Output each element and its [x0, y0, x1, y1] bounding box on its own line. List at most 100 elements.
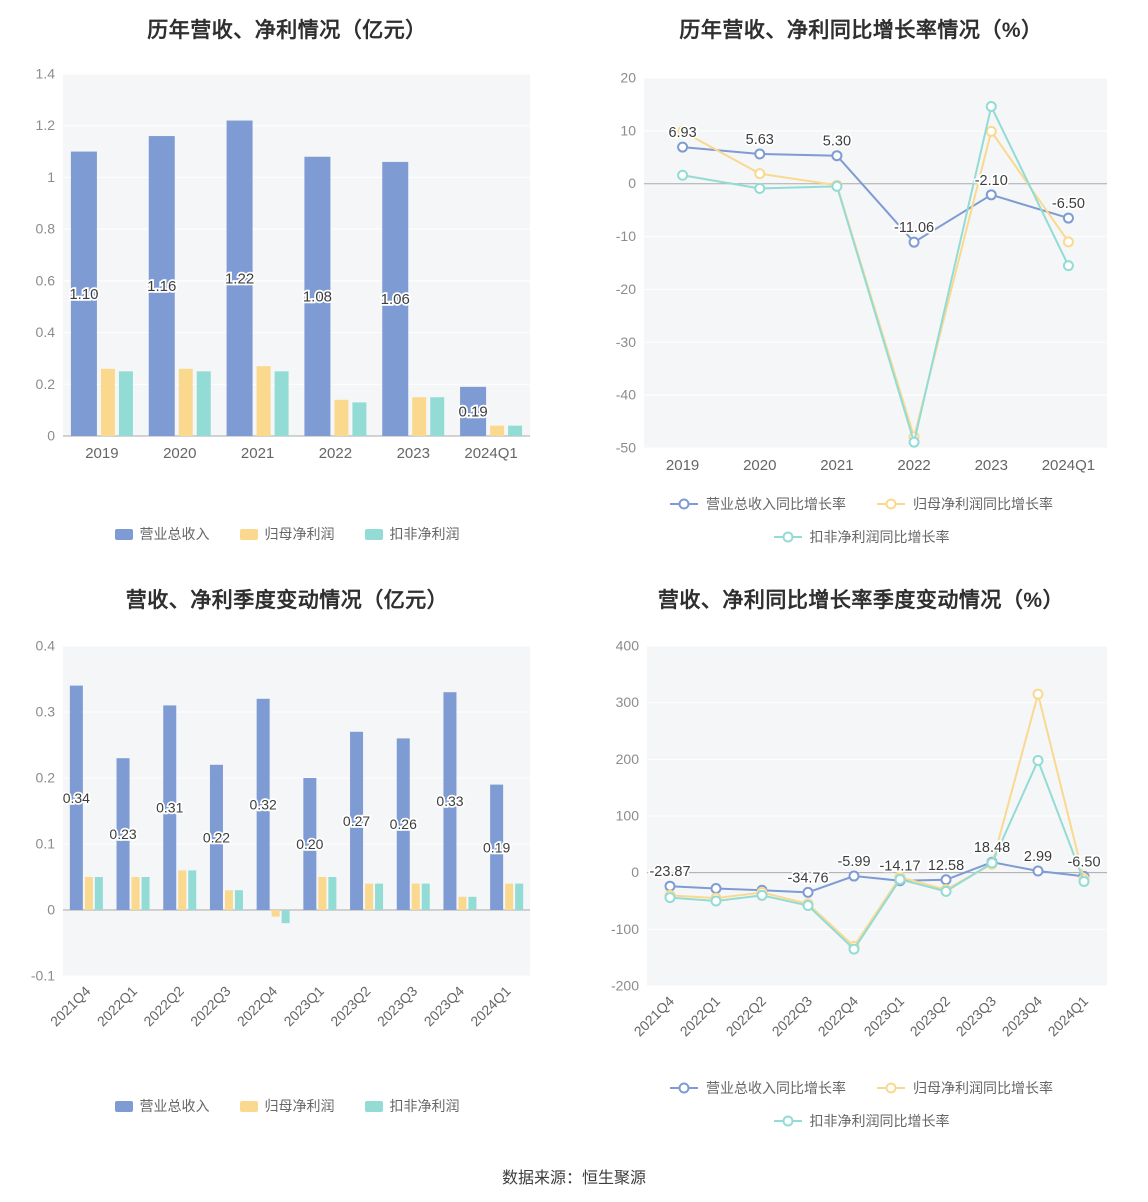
- bar: [274, 371, 289, 436]
- bar: [187, 870, 196, 910]
- data-point-marker: [1062, 260, 1074, 272]
- bar: [317, 877, 326, 910]
- data-point-marker: [664, 892, 675, 904]
- data-point-marker: [985, 125, 997, 137]
- legend-label: 营业总收入: [139, 1098, 210, 1114]
- y-tick-label: -50: [615, 440, 635, 456]
- bar: [116, 758, 130, 910]
- y-tick-label: 0.2: [35, 770, 55, 786]
- x-tick-label: 2022Q1: [676, 993, 723, 1040]
- legend-label: 扣非净利润: [389, 1098, 460, 1114]
- bar: [271, 910, 280, 917]
- x-tick-label: 2024Q1: [1044, 993, 1091, 1040]
- legend-quarterly-growth: 营业总收入同比增长率 归母净利润同比增长率扣非净利润同比增长率: [611, 1078, 1111, 1131]
- x-tick-label: 2022Q4: [814, 993, 861, 1040]
- legend-label: 归母净利润同比增长率: [913, 1080, 1053, 1096]
- data-point-marker: [1032, 688, 1043, 700]
- data-point-marker: [940, 874, 951, 886]
- x-tick-label: 2021Q4: [630, 993, 677, 1040]
- legend-label: 归母净利润同比增长率: [913, 496, 1053, 512]
- legend-label: 扣非净利润同比增长率: [809, 1113, 950, 1129]
- legend-item[interactable]: 扣非净利润: [364, 524, 460, 544]
- chart-title-quarterly-growth: 营收、净利同比增长率季度变动情况（%）: [657, 589, 1065, 612]
- data-point-marker: [676, 169, 688, 181]
- chart-canvas-annual-growth[interactable]: -50 -40 -30 -20 -10 0 10 20 2019 2020 2021 2022 2023…: [589, 56, 1134, 486]
- chart-panel-quarterly-growth: 营收、净利同比增长率季度变动情况（%） -200 -100 0 100 200 300 40…: [574, 570, 1148, 1148]
- plot-area: [643, 78, 1107, 448]
- y-tick-label: 300: [615, 694, 639, 710]
- bar: [374, 883, 383, 910]
- y-tick-label: 0.2: [35, 376, 55, 392]
- x-tick-label: 2023Q3: [373, 983, 420, 1030]
- legend-label: 营业总收入同比增长率: [706, 496, 846, 512]
- y-tick-label: 0: [47, 902, 55, 918]
- x-tick-label: 2019: [665, 457, 698, 474]
- x-tick-label: 2020: [743, 457, 776, 474]
- legend-label: 扣非净利润同比增长率: [809, 529, 950, 545]
- y-tick-label: 1: [47, 169, 55, 185]
- y-tick-label: 0.8: [35, 221, 55, 237]
- legend-label: 营业总收入同比增长率: [706, 1080, 846, 1096]
- x-tick-label: 2023Q4: [998, 993, 1045, 1040]
- data-point-marker: [664, 880, 675, 892]
- y-tick-label: -40: [615, 387, 635, 403]
- bar: [303, 156, 330, 436]
- data-point-marker: [986, 857, 997, 869]
- legend-item[interactable]: 扣非净利润同比增长率: [773, 1111, 950, 1131]
- chart-canvas-annual-values[interactable]: 0 0.2 0.4 0.6 0.8 1 1.2 1.4 2019 2020 2021 2022 2023…: [15, 56, 560, 486]
- legend-item[interactable]: 归母净利润同比增长率: [876, 494, 1053, 514]
- legend-item[interactable]: 营业总收入同比增长率: [669, 494, 846, 514]
- bar: [442, 692, 456, 910]
- point-value-label: -23.87: [649, 864, 690, 880]
- y-tick-label: 0: [47, 428, 55, 444]
- bar-value-label: 1.10: [69, 286, 98, 303]
- legend-item[interactable]: 扣非净利润同比增长率: [773, 527, 950, 547]
- line-series: [669, 757, 1085, 951]
- data-point-marker: [710, 895, 721, 907]
- point-value-label: -6.50: [1051, 196, 1084, 212]
- legend-item[interactable]: 归母净利润同比增长率: [876, 1078, 1053, 1098]
- bar: [429, 397, 444, 436]
- x-tick-label: 2022: [318, 445, 351, 462]
- legend-swatch-icon: [114, 528, 133, 540]
- x-tick-label: 2023Q1: [280, 983, 327, 1030]
- legend-swatch-icon: [239, 528, 258, 540]
- line-series: [669, 690, 1085, 948]
- legend-item[interactable]: 营业总收入: [114, 524, 210, 544]
- x-tick-label: 2022Q3: [187, 983, 234, 1030]
- charts-grid: 历年营收、净利情况（亿元） 0 0.2 0.4 0.6 0.8 1 1.2 1.4 2019 20…: [15, 19, 1148, 1148]
- bar-value-label: 0.33: [436, 793, 463, 809]
- legend-line-marker-icon: [877, 1082, 905, 1094]
- data-point-marker: [1032, 865, 1043, 877]
- legend-item[interactable]: 营业总收入同比增长率: [669, 1078, 846, 1098]
- line-series: [669, 861, 1084, 894]
- data-point-marker: [802, 900, 813, 912]
- y-tick-label: 0: [628, 175, 636, 191]
- x-tick-label: 2023Q2: [327, 983, 374, 1030]
- bar-value-label: 1.06: [380, 291, 409, 308]
- bar: [333, 399, 348, 436]
- line-series: [681, 103, 1069, 447]
- point-value-label: 5.30: [822, 134, 850, 150]
- y-tick-label: -10: [615, 228, 635, 244]
- data-point-marker: [894, 873, 905, 885]
- x-tick-label: 2023Q1: [860, 993, 907, 1040]
- legend-item[interactable]: 归母净利润: [239, 1096, 335, 1116]
- legend-item[interactable]: 归母净利润: [239, 524, 335, 544]
- data-point-marker: [940, 885, 951, 897]
- x-tick-label: 2022Q4: [233, 983, 280, 1030]
- y-tick-label: 1.4: [35, 66, 55, 82]
- x-tick-label: 2023: [396, 445, 429, 462]
- legend-item[interactable]: 扣非净利润: [364, 1096, 460, 1116]
- data-point-marker: [848, 943, 859, 955]
- data-point-marker: [753, 168, 765, 180]
- y-tick-label: 1.2: [35, 117, 55, 133]
- bar: [467, 896, 476, 910]
- legend-item[interactable]: 营业总收入: [114, 1096, 210, 1116]
- y-tick-label: 400: [615, 638, 639, 654]
- bar: [514, 883, 523, 910]
- bar: [84, 877, 93, 910]
- bar-value-label: 0.19: [483, 839, 510, 855]
